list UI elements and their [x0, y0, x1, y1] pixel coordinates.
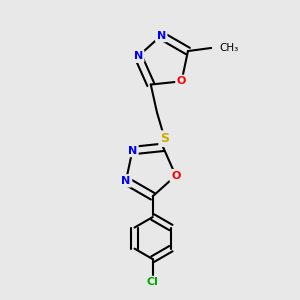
Text: O: O: [171, 171, 180, 181]
Text: N: N: [157, 31, 166, 40]
Text: N: N: [134, 51, 143, 61]
Text: O: O: [177, 76, 186, 86]
Text: CH₃: CH₃: [219, 43, 238, 53]
Text: N: N: [128, 146, 137, 156]
Text: Cl: Cl: [147, 277, 159, 287]
Text: S: S: [160, 132, 169, 145]
Text: N: N: [121, 176, 130, 186]
